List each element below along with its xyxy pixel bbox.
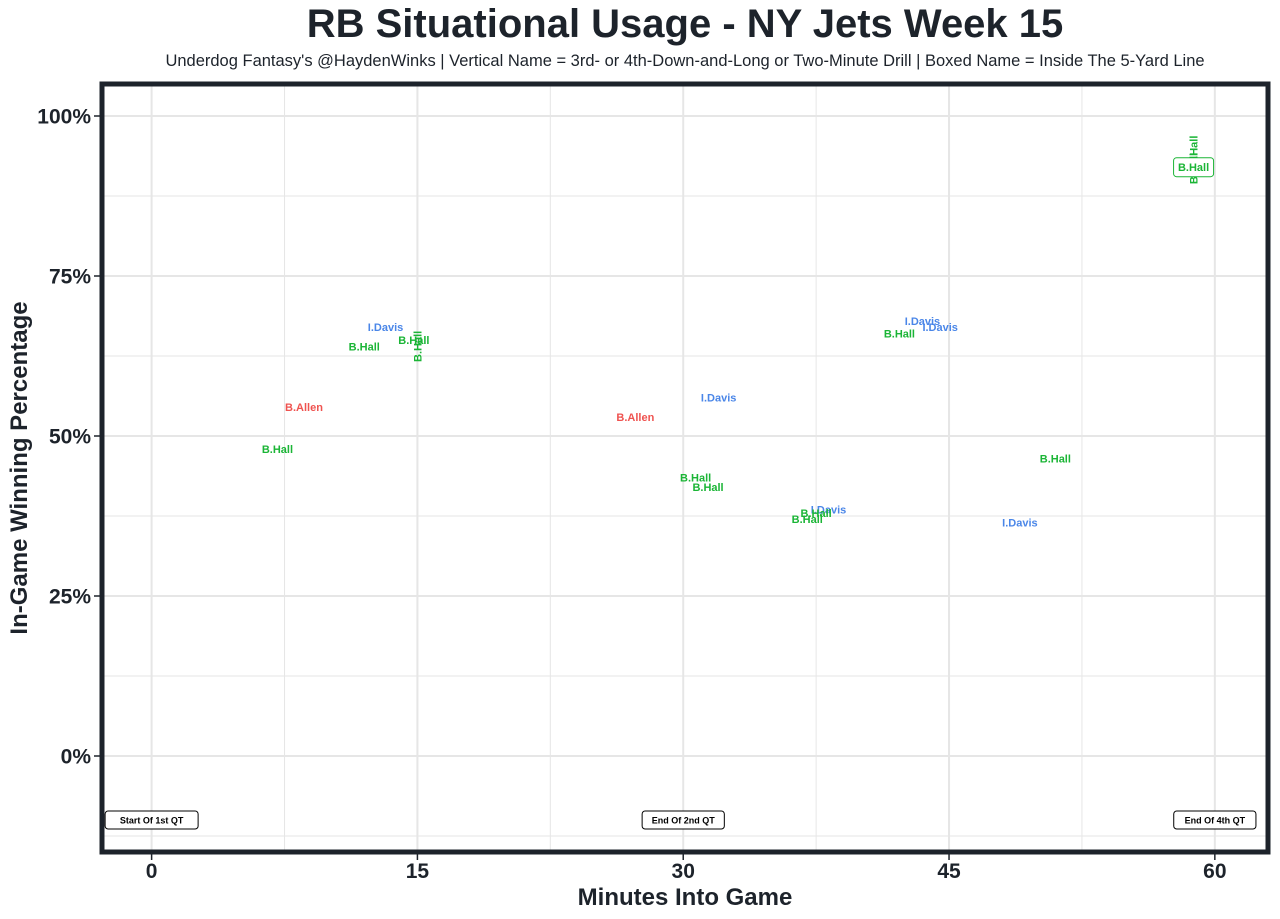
annotation-label: End Of 4th QT: [1185, 816, 1246, 826]
x-tick-label: 30: [672, 860, 695, 883]
point-label: I.Davis: [1002, 517, 1037, 529]
point-label: B.Allen: [285, 402, 323, 414]
point-label: B.Hall: [792, 514, 823, 526]
point-label-box: [1173, 157, 1215, 178]
plot-frame: [99, 81, 1271, 855]
point-label: I.Davis: [905, 316, 940, 328]
x-axis-ticks: 0 15 30 45 60: [146, 854, 1227, 883]
y-axis-title: In-Game Winning Percentage: [6, 301, 33, 634]
point-label: B.Hall: [349, 341, 380, 353]
chart-title: RB Situational Usage - NY Jets Week 15: [306, 2, 1064, 46]
point-label: B.Hall: [680, 473, 711, 485]
grid-major: [102, 84, 1268, 852]
x-tick-label: 45: [937, 860, 961, 883]
y-tick-label: 25%: [49, 586, 91, 609]
point-label: B.Allen: [616, 412, 654, 424]
annotation-box: [641, 810, 725, 830]
annotation-label: Start Of 1st QT: [120, 816, 184, 826]
x-axis-title: Minutes Into Game: [578, 884, 793, 911]
chart-subtitle: Underdog Fantasy's @HaydenWinks | Vertic…: [165, 52, 1205, 70]
point-label-vertical: B.Hall: [412, 331, 424, 362]
annotation-label: End Of 2nd QT: [652, 816, 715, 826]
annotation-box: [1173, 810, 1257, 830]
point-label: I.Davis: [701, 393, 736, 405]
point-label: B.Hall: [262, 444, 293, 456]
point-label: B.Hall: [398, 335, 429, 347]
y-tick-label: 50%: [49, 426, 91, 449]
point-label-boxed: B.Hall: [1178, 162, 1209, 174]
point-label: B.Hall: [692, 482, 723, 494]
y-tick-label: 100%: [37, 106, 91, 129]
quarter-annotations: Start Of 1st QT End Of 2nd QT End Of 4th Q…: [104, 810, 1257, 830]
annotation-box: [104, 810, 199, 830]
grid-minor: [102, 84, 1268, 852]
point-label: B.Hall: [1040, 453, 1071, 465]
data-points: I.DavisB.HallB.HallB.HallB.AllenB.HallB.…: [262, 136, 1215, 529]
point-label: I.Davis: [811, 505, 846, 517]
x-tick-label: 0: [146, 860, 158, 883]
y-tick-label: 0%: [61, 746, 92, 769]
plot-background: [102, 84, 1268, 852]
point-label: I.Davis: [368, 322, 403, 334]
point-label: I.Davis: [922, 322, 957, 334]
x-tick-label: 60: [1203, 860, 1226, 883]
point-label: B.Hall: [884, 329, 915, 341]
point-label: B.Hall: [801, 508, 832, 520]
y-axis-ticks: 0% 25% 50% 75% 100%: [37, 106, 100, 769]
y-tick-label: 75%: [49, 266, 91, 289]
x-tick-label: 15: [406, 860, 430, 883]
